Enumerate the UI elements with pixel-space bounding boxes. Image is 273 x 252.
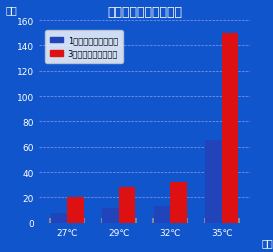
Bar — [170, 182, 187, 223]
Y-axis label: 件数: 件数 — [6, 5, 17, 15]
Legend: 1時間テストした場合, 3時間テストした場合: 1時間テストした場合, 3時間テストした場合 — [45, 31, 123, 63]
Bar — [49, 218, 85, 223]
Bar — [101, 218, 137, 223]
Bar — [154, 207, 170, 223]
Bar — [51, 213, 67, 223]
Bar — [119, 187, 135, 223]
X-axis label: 温度: 温度 — [261, 237, 273, 247]
Bar — [222, 34, 238, 223]
Bar — [205, 141, 222, 223]
Bar — [204, 218, 240, 223]
Title: 温度とミスの発生件数: 温度とミスの発生件数 — [107, 6, 182, 18]
Bar — [67, 198, 84, 223]
Bar — [102, 208, 119, 223]
Bar — [152, 218, 188, 223]
